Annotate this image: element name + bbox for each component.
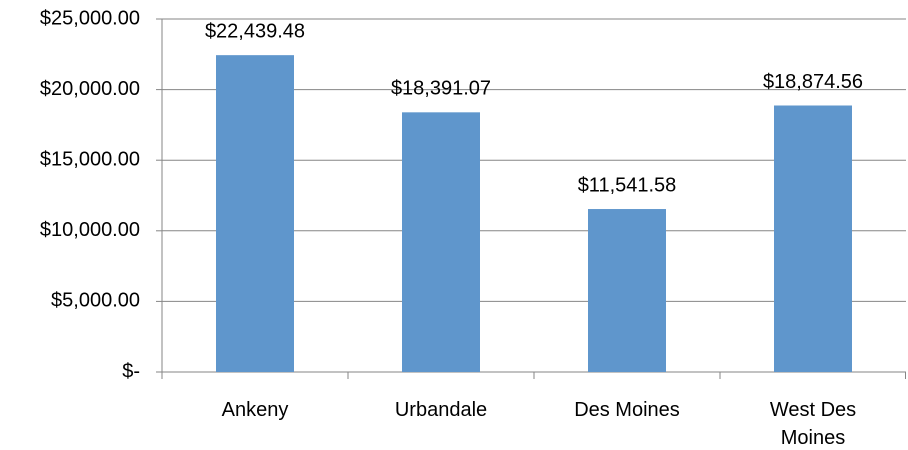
bar xyxy=(774,105,852,372)
value-label: $18,391.07 xyxy=(391,78,491,100)
y-tick-label: $25,000.00 xyxy=(40,7,140,29)
y-tick-label: $5,000.00 xyxy=(51,290,140,312)
x-tick-label-box: Urbandale xyxy=(394,399,488,421)
bar xyxy=(402,112,480,373)
x-tick-label-box: Ankeny xyxy=(221,399,289,421)
bar xyxy=(216,55,294,372)
y-tick-label: $10,000.00 xyxy=(40,219,140,241)
x-tick-label: Des Moines xyxy=(574,399,680,421)
x-tick-label: West Des Moines xyxy=(769,399,857,449)
value-label: $22,439.48 xyxy=(205,20,305,42)
y-tick-label: $20,000.00 xyxy=(40,78,140,100)
x-tick-label-box: Des Moines xyxy=(574,399,680,421)
value-label: $18,874.56 xyxy=(763,71,863,93)
y-tick-label: $15,000.00 xyxy=(40,148,140,170)
y-tick-label: $- xyxy=(122,360,140,382)
x-tick-label-box: West Des Moines xyxy=(769,399,857,449)
value-label: $11,541.58 xyxy=(578,174,677,196)
x-tick-label: Ankeny xyxy=(221,399,289,421)
bar xyxy=(588,209,666,372)
x-tick-label: Urbandale xyxy=(394,399,488,421)
